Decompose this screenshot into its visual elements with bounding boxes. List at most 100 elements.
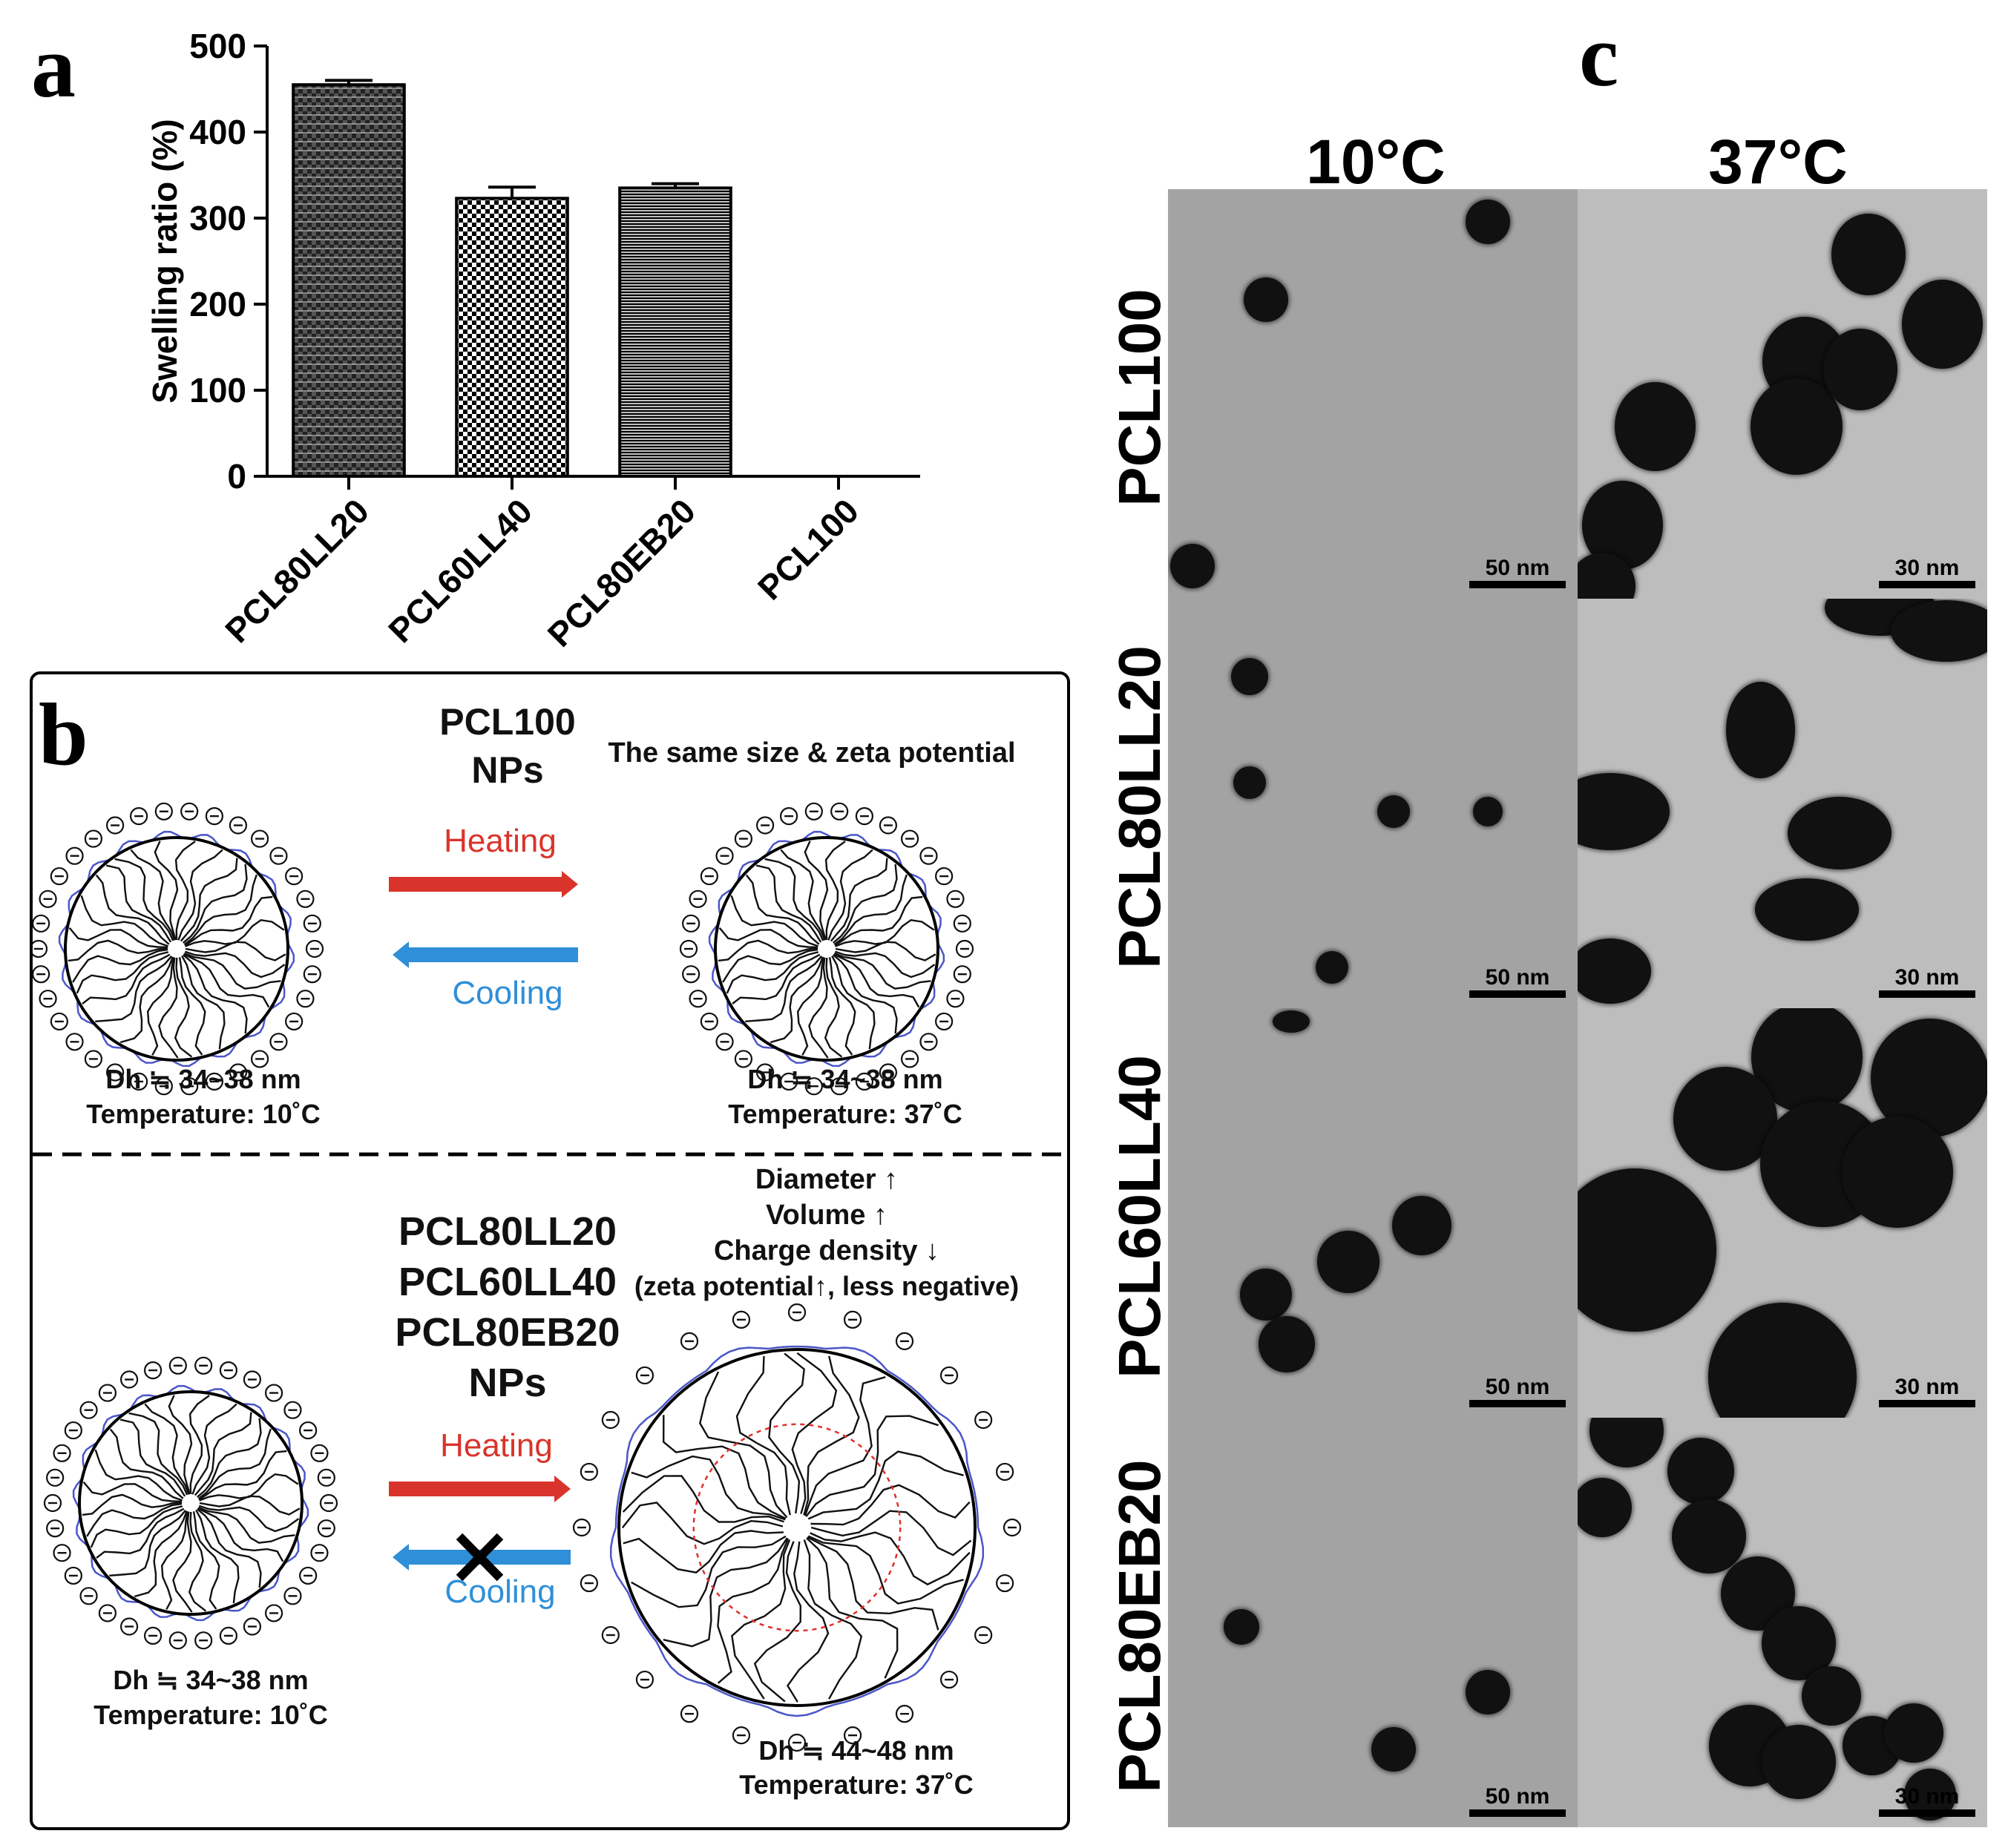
polymer-chain [810,1510,972,1556]
negative-charge-icon [580,1574,598,1593]
tem-image-pcl80ll20-10c: 50 nm [1168,599,1578,1008]
negative-charge-icon [205,807,224,826]
polymer-chain [745,956,823,1022]
top-heating-arrow [389,871,578,898]
negative-charge-icon [1003,1518,1022,1537]
polymer-chain [745,874,820,945]
nanoparticle [1465,1669,1510,1714]
negative-charge-icon [755,1063,775,1082]
negative-charge-icon [39,890,57,908]
negative-charge-icon [895,1705,914,1723]
negative-charge-icon [953,914,971,933]
negative-charge-icon [953,965,971,984]
negative-charge-icon [105,816,125,835]
polymer-chain [828,957,856,1056]
polymer-chain [109,1510,187,1576]
polymer-chain [718,939,818,962]
polymer-chain [807,1535,964,1605]
nanoparticle [1883,1703,1943,1763]
negative-charge-icon [264,1384,283,1402]
polymer-chain [183,864,248,944]
negative-charge-icon [154,1077,173,1096]
negative-charge-icon [734,1050,753,1068]
negative-charge-icon [243,1617,262,1636]
polymer-chain [183,952,281,990]
negative-charge-icon [319,1493,338,1513]
negative-charge-icon [689,890,707,908]
polymer-chain [803,1355,860,1516]
negative-charge-icon [50,1012,68,1031]
negative-charge-icon [84,829,103,848]
negative-charge-icon [843,1726,862,1745]
blocked-x-icon [456,1533,504,1582]
polymer-chain [199,1505,300,1533]
scale-bar-label: 50 nm [1485,965,1550,990]
polymer-chain [805,1415,939,1517]
polymer-chain [181,956,226,1050]
nanoparticle [1170,543,1215,588]
schematic-drawing [33,802,1067,1752]
negative-charge-icon [219,1361,238,1380]
polymer-chain [95,874,170,945]
negative-charge-icon [269,846,288,865]
polymer-chain [726,951,819,994]
negative-charge-icon [46,1468,65,1487]
x-tick-label: PCL60LL40 [381,491,539,650]
polymer-chain [631,1535,787,1608]
np-copolymer-10c [43,1356,338,1650]
scale-bar-line [1469,1400,1566,1407]
negative-charge-icon [129,807,148,826]
negative-charge-icon [194,1631,213,1650]
negative-charge-icon [143,1361,163,1380]
negative-charge-icon [98,1384,117,1402]
nanoparticle [1578,772,1670,850]
negative-charge-icon [65,846,84,865]
polymer-chain [764,858,824,941]
arrow-head [562,871,578,898]
top-heating-label: Heating [444,823,557,859]
negative-charge-icon [250,1050,269,1068]
negative-charge-icon [105,1063,125,1082]
bottom-cooling-arrow [393,1544,571,1571]
polymer-chain [699,1371,788,1519]
negative-charge-icon [84,1050,103,1068]
tem-image-pcl60ll40-37c: 30 nm [1578,1008,1987,1418]
negative-charge-icon [939,1670,959,1689]
polymer-chain [768,1352,805,1514]
negative-charge-icon [168,1631,187,1650]
polymer-chain [833,954,898,1034]
polymer-chain [198,1450,287,1501]
bottom-left-temp: Temperature: 10˚C [93,1700,328,1730]
polymer-chain [631,1455,786,1521]
bottom-left-size: Dh ≒ 34~38 nm [113,1665,309,1695]
panel-a-letter: a [31,17,76,116]
nanoparticle [1841,1116,1953,1228]
panel-b-letter: b [39,685,88,783]
negative-charge-icon [830,802,849,821]
negative-charge-icon [787,1303,807,1322]
bottom-title-2: PCL60LL40 [398,1260,617,1304]
nanoparticle [1802,1666,1862,1726]
polymer-chain [144,1403,190,1495]
polymer-chain [735,1355,791,1516]
nanoparticle [1233,766,1267,800]
top-left-size: Dh ≒ 34~38 nm [105,1064,301,1094]
polymer-chain [796,957,824,1056]
scale-bar-line [1879,1400,1975,1407]
swelling-ratio-chart: 0 100 200 300 400 500 Swelling ratio (%) PCL80L… [145,27,920,654]
nanoparticle [1244,277,1289,323]
polymer-chain [833,953,920,1008]
y-tick-label: 200 [189,285,246,323]
negative-charge-icon [580,1462,598,1482]
polymer-chain [94,1449,183,1502]
polymer-chain [96,1507,185,1559]
top-title-line2: NPs [471,749,544,791]
particle-boundary [617,1348,977,1707]
negative-charge-icon [299,1421,318,1440]
polymer-chain [154,841,179,941]
scale-bar-label: 30 nm [1894,1784,1960,1809]
polymer-chain [830,858,888,942]
negative-charge-icon [33,939,48,958]
negative-charge-icon [33,914,50,933]
negative-charge-icon [119,1617,139,1636]
